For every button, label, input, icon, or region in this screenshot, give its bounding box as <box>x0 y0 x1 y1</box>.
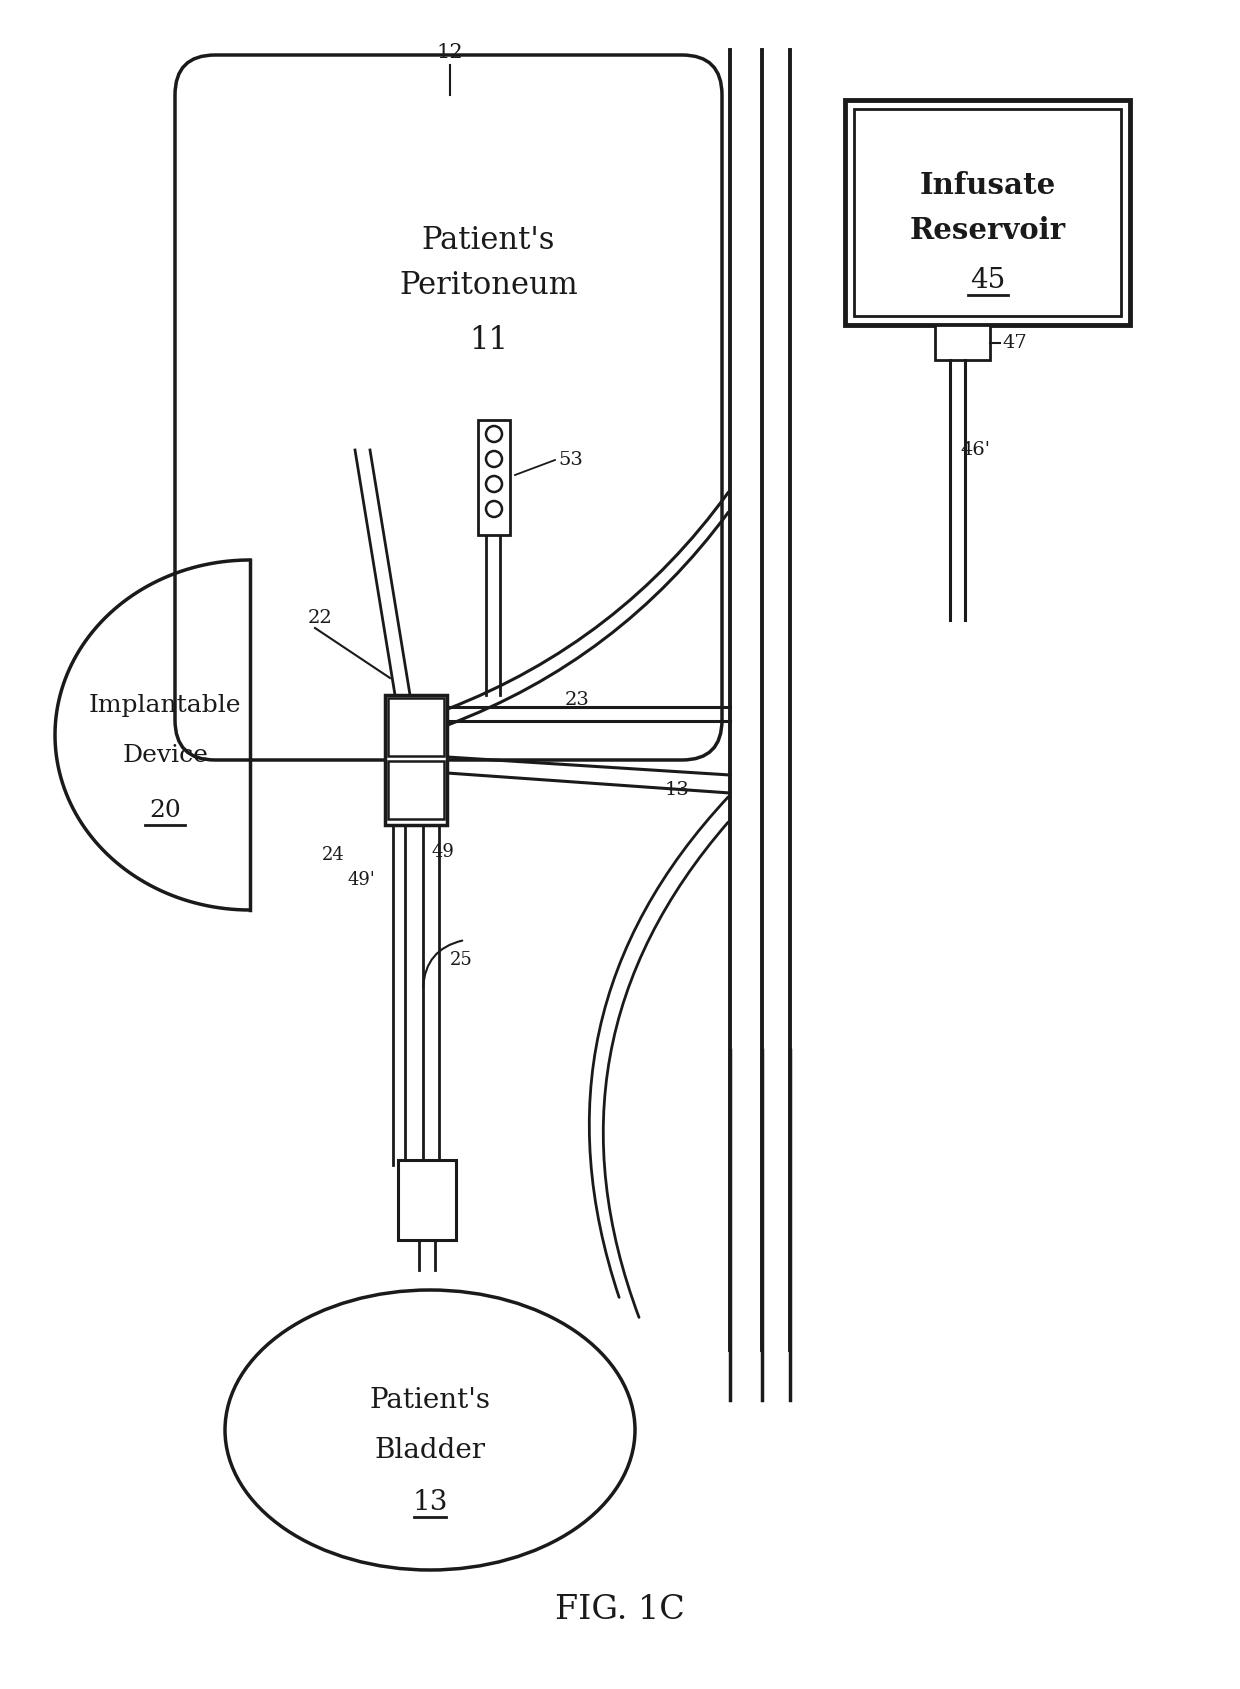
Bar <box>388 762 444 819</box>
Bar <box>935 324 990 360</box>
Text: 12: 12 <box>436 42 464 61</box>
Text: 11: 11 <box>469 324 508 355</box>
Circle shape <box>486 426 502 443</box>
Text: Peritoneum: Peritoneum <box>399 270 578 301</box>
Bar <box>384 694 446 824</box>
Bar <box>477 421 510 535</box>
Text: 13: 13 <box>413 1488 448 1515</box>
Circle shape <box>486 502 502 517</box>
Text: Infusate: Infusate <box>919 171 1055 199</box>
Text: Patient's: Patient's <box>370 1387 491 1414</box>
Text: Implantable: Implantable <box>89 694 242 716</box>
Text: 20: 20 <box>149 799 181 821</box>
Text: Device: Device <box>122 743 208 767</box>
Bar <box>388 698 444 757</box>
Text: 22: 22 <box>308 610 332 627</box>
Text: 25: 25 <box>450 951 472 969</box>
Text: 49': 49' <box>348 872 376 888</box>
Text: Bladder: Bladder <box>374 1437 486 1463</box>
Text: 13: 13 <box>665 780 689 799</box>
Text: 47: 47 <box>1002 333 1027 351</box>
Bar <box>844 100 1130 324</box>
Text: Reservoir: Reservoir <box>909 216 1065 245</box>
Text: 49: 49 <box>432 843 455 861</box>
Text: 24: 24 <box>322 846 345 865</box>
Ellipse shape <box>224 1290 635 1571</box>
Text: 45: 45 <box>970 267 1006 294</box>
Text: 53: 53 <box>558 451 583 470</box>
Text: 23: 23 <box>565 691 590 709</box>
Bar <box>398 1160 456 1240</box>
Circle shape <box>486 476 502 491</box>
Text: 46': 46' <box>960 441 990 459</box>
Bar <box>854 110 1121 316</box>
FancyBboxPatch shape <box>175 56 722 760</box>
Text: Patient's: Patient's <box>422 225 556 255</box>
Text: FIG. 1C: FIG. 1C <box>556 1594 684 1627</box>
Circle shape <box>486 451 502 466</box>
